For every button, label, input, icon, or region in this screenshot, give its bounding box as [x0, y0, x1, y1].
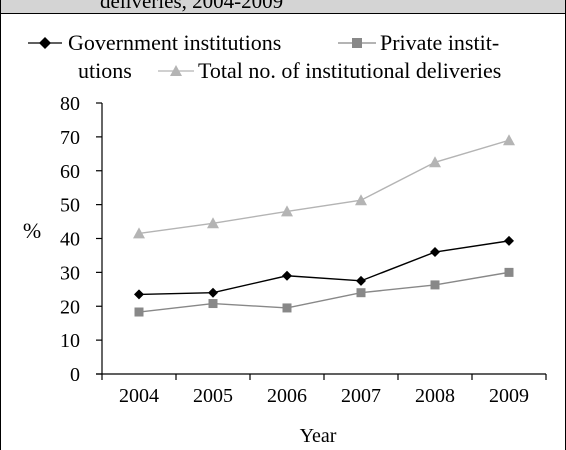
caption-fragment: deliveries, 2004-2009	[100, 0, 284, 13]
x-axis: 2004 2005 2006 2007 2008 2009	[96, 373, 547, 407]
data-point	[133, 227, 145, 239]
series-line	[138, 139, 510, 235]
data-point	[504, 235, 514, 246]
data-point	[503, 134, 515, 146]
y-axis: 0 10 20 30 40 50 60 70 80	[60, 93, 103, 386]
series-2	[133, 134, 515, 239]
y-tick-label: 60	[60, 161, 80, 183]
data-point	[208, 299, 218, 309]
data-point	[208, 287, 218, 298]
y-axis-label: %	[23, 218, 41, 243]
series-1	[134, 267, 514, 317]
legend-marker-government	[39, 37, 51, 49]
y-tick-label: 0	[70, 364, 80, 386]
legend-label-total: Total no. of institutional deliveries	[198, 58, 501, 83]
data-point	[207, 217, 219, 229]
legend-marker-total	[170, 65, 182, 76]
y-tick-label: 10	[60, 330, 80, 352]
data-point	[430, 247, 440, 258]
data-point	[355, 194, 367, 206]
data-point	[282, 270, 292, 281]
data-point	[430, 280, 440, 290]
data-point	[429, 156, 441, 168]
x-tick-label: 2006	[267, 385, 307, 407]
caption-band: deliveries, 2004-2009	[0, 0, 566, 13]
y-tick-label: 20	[60, 296, 80, 318]
x-tick-label: 2009	[489, 385, 529, 407]
y-tick-label: 40	[60, 229, 80, 251]
x-tick-label: 2008	[415, 385, 455, 407]
data-point	[356, 275, 366, 286]
y-tick-label: 70	[60, 127, 80, 149]
x-tick-label: 2007	[341, 385, 381, 407]
data-point	[281, 205, 293, 217]
x-axis-label: Year	[300, 425, 337, 447]
caption-rule	[0, 13, 566, 14]
series-0	[134, 235, 514, 300]
data-point	[134, 307, 144, 317]
data-point	[504, 267, 514, 277]
y-tick-label: 80	[60, 93, 80, 115]
data-point	[282, 303, 292, 313]
series-layer	[133, 134, 515, 317]
legend: Government institutions Private instit- …	[28, 30, 501, 83]
legend-marker-private	[352, 38, 362, 48]
data-point	[134, 289, 144, 300]
data-point	[356, 288, 366, 298]
y-tick-label: 30	[60, 262, 80, 284]
series-line	[138, 271, 510, 313]
x-tick-label: 2005	[193, 385, 233, 407]
series-line	[138, 240, 510, 296]
legend-label-government: Government institutions	[68, 30, 281, 55]
x-tick-label: 2004	[119, 385, 159, 407]
frame-left-border	[0, 0, 1, 450]
legend-label-private: Private instit-	[380, 30, 499, 55]
y-tick-label: 50	[60, 195, 80, 217]
legend-label-private-cont: utions	[78, 58, 132, 83]
